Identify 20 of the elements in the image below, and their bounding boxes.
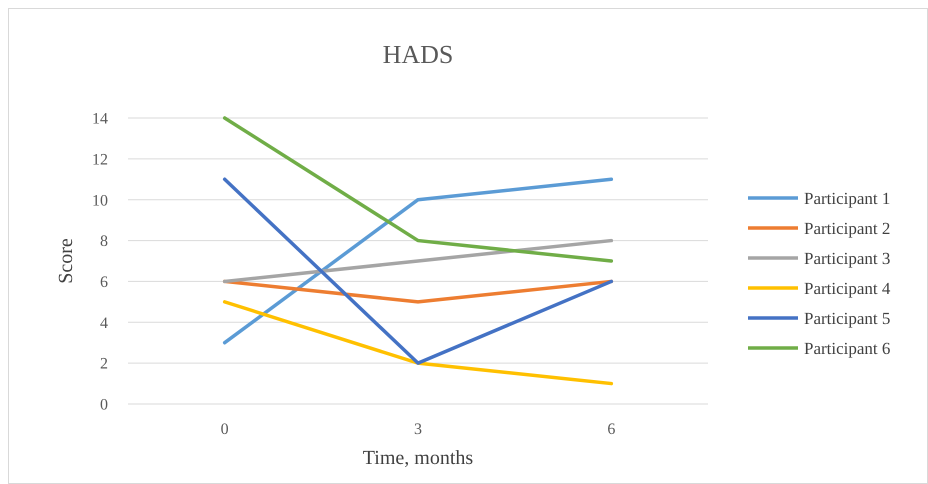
legend-label: Participant 4 — [804, 278, 891, 298]
legend-label: Participant 5 — [804, 308, 890, 328]
y-tick-label: 10 — [92, 192, 108, 210]
legend-label: Participant 3 — [804, 248, 890, 268]
x-tick-label: 0 — [220, 421, 229, 438]
y-tick-label: 4 — [100, 314, 108, 332]
x-tick-label: 6 — [607, 421, 616, 438]
chart-title: HADS — [382, 40, 454, 69]
y-tick-label: 2 — [100, 356, 108, 373]
legend-label: Participant 2 — [804, 218, 890, 238]
x-tick-label: 3 — [414, 421, 422, 438]
y-axis-title: Score — [55, 238, 77, 284]
y-tick-label: 8 — [100, 233, 108, 250]
y-tick-label: 6 — [100, 274, 108, 292]
x-axis-title: Time, months — [362, 447, 474, 469]
legend-label: Participant 1 — [804, 188, 890, 208]
legend-label: Participant 6 — [804, 338, 890, 358]
y-tick-label: 12 — [92, 151, 108, 168]
y-tick-label: 14 — [92, 110, 108, 128]
y-tick-label: 0 — [100, 396, 108, 414]
